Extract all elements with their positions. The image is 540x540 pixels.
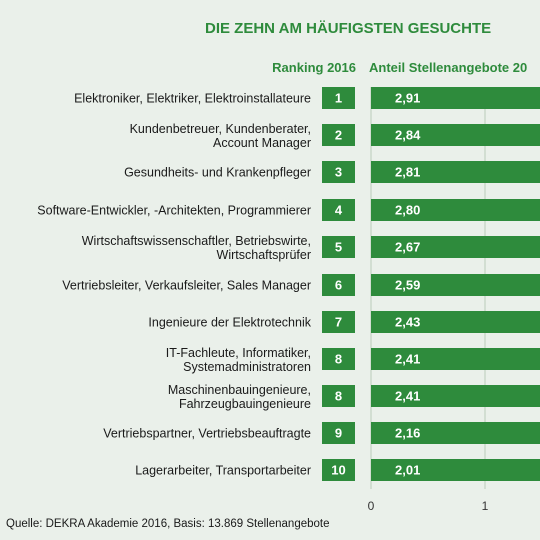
bar-row: Wirtschaftswissenschaftler, Betriebswirt… [82,234,540,262]
category-label: Maschinenbauingenieure, Fahrzeugbauingeni… [168,383,311,411]
rank-box [322,422,355,444]
rank-label: 6 [335,278,342,293]
rank-box [322,124,355,146]
bar [371,348,540,370]
rank-label: 2 [335,128,342,143]
category-label: Kundenbetreuer, Kundenberater, Account Ma… [130,122,311,150]
rank-box [322,311,355,333]
bar-row: Kundenbetreuer, Kundenberater, Account Ma… [130,122,540,150]
bar-row: Gesundheits- und Krankenpfleger 3 2,81 [124,161,540,183]
category-label: Lagerarbeiter, Transportarbeiter [135,464,311,478]
rank-label: 8 [335,389,342,404]
x-tick-label: 0 [368,499,375,513]
bar-value-label: 2,91 [395,91,420,106]
bar-row: Ingenieure der Elektrotechnik 7 2,43 [148,311,540,333]
rank-box [322,348,355,370]
rank-box [322,199,355,221]
rank-box [322,161,355,183]
rank-label: 4 [335,203,343,218]
bar [371,311,540,333]
category-label: Vertriebsleiter, Verkaufsleiter, Sales M… [62,279,311,293]
bar [371,199,540,221]
bar [371,87,540,109]
category-label: Software-Entwickler, -Architekten, Progr… [37,204,311,218]
bar-row: IT-Fachleute, Informatiker, Systemadminis… [166,346,540,374]
bar-value-label: 2,43 [395,315,420,330]
bar-value-label: 2,41 [395,352,420,367]
rank-label: 1 [335,91,342,106]
bar [371,385,540,407]
column-header-share: Anteil Stellenangebote 20 [369,60,527,75]
bar [371,124,540,146]
bar [371,274,540,296]
x-tick-label: 1 [482,499,489,513]
bar-value-label: 2,81 [395,165,420,180]
bar [371,161,540,183]
bar-row: Lagerarbeiter, Transportarbeiter 10 2,01 [135,459,540,481]
rank-label: 9 [335,426,342,441]
bar-row: Vertriebspartner, Vertriebsbeauftragte 9 2… [103,422,540,444]
category-label: Elektroniker, Elektriker, Elektroinstall… [74,92,311,106]
rank-box [322,274,355,296]
bar-value-label: 2,80 [395,203,420,218]
rank-label: 8 [335,352,342,367]
bar [371,236,540,258]
category-label: Ingenieure der Elektrotechnik [148,316,311,330]
rank-box [322,87,355,109]
bar [371,459,540,481]
rank-label: 10 [331,463,345,478]
bar-row: Elektroniker, Elektriker, Elektroinstall… [74,87,540,109]
rank-box [322,236,355,258]
rank-label: 3 [335,165,342,180]
chart-title: DIE ZEHN AM HÄUFIGSTEN GESUCHTE [205,20,491,37]
rank-box [322,459,355,481]
category-label: Gesundheits- und Krankenpfleger [124,166,311,180]
column-header-ranking: Ranking 2016 [272,60,356,75]
bar-value-label: 2,41 [395,389,420,404]
bar-row: Vertriebsleiter, Verkaufsleiter, Sales M… [62,274,540,296]
bar-row: Maschinenbauingenieure, Fahrzeugbauingeni… [168,383,540,411]
bar-value-label: 2,67 [395,240,420,255]
bar-value-label: 2,59 [395,278,420,293]
category-label: Wirtschaftswissenschaftler, Betriebswirt… [82,234,311,262]
category-label: Vertriebspartner, Vertriebsbeauftragte [103,427,311,441]
rank-label: 5 [335,240,342,255]
bar-value-label: 2,84 [395,128,421,143]
bar-row: Software-Entwickler, -Architekten, Progr… [37,199,540,221]
rank-label: 7 [335,315,342,330]
bar-value-label: 2,16 [395,426,420,441]
bar [371,422,540,444]
rank-box [322,385,355,407]
category-label: IT-Fachleute, Informatiker, Systemadminis… [166,346,311,374]
source-note: Quelle: DEKRA Akademie 2016, Basis: 13.8… [6,518,330,530]
bar-rows: Elektroniker, Elektriker, Elektroinstall… [37,87,540,481]
bar-value-label: 2,01 [395,463,420,478]
